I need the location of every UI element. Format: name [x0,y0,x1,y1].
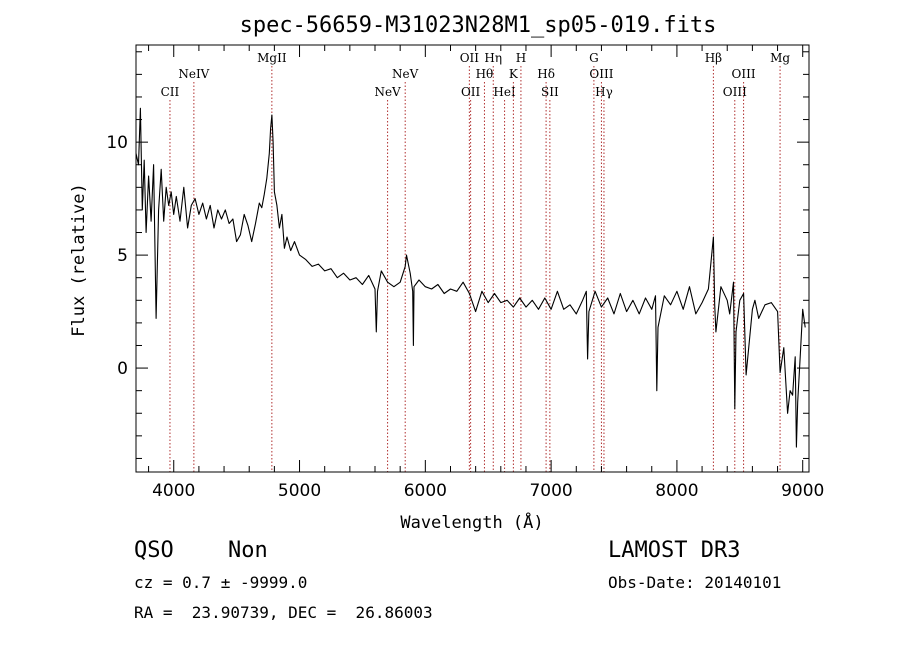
axis-ticks: 4000 5000 6000 7000 8000 9000 0 5 10 [106,45,824,501]
marker-label-19: OIII [732,67,756,81]
object-class: QSO [134,538,174,563]
y-axis-label: Flux (relative) [69,183,89,337]
marker-label-0: CII [161,85,180,99]
marker-label-17: Hβ [705,51,722,65]
x-tick-label-0: 4000 [152,481,195,501]
plot-frame [135,44,810,473]
x-tick-label-4: 8000 [655,481,698,501]
series-line-flux [135,107,806,448]
marker-label-18: OIII [723,85,747,99]
marker-label-2: MgII [257,51,287,65]
marker-label-16: Hγ [595,85,613,99]
chart-title: spec-56659-M31023N28M1_sp05-019.fits [240,13,717,38]
x-tick-label-2: 6000 [404,481,447,501]
marker-label-7: Hθ [476,67,494,81]
marker-label-6: OII [461,85,481,99]
marker-label-15: OIII [589,67,613,81]
marker-label-3: NeV [374,85,401,99]
line-markers: CII NeIV MgII NeV NeV OII OII Hθ Hη HeI KH Hδ SII G OI… [161,51,790,472]
y-tick-label-0: 0 [117,359,128,379]
obs-date: Obs-Date: 20140101 [608,573,782,592]
marker-label-8: Hη [484,51,502,65]
x-tick-label-5: 9000 [781,481,824,501]
object-subclass: Non [228,538,268,563]
marker-label-13: SII [541,85,559,99]
marker-label-10: K [509,67,519,81]
spectrum-series [135,107,806,448]
ra-dec: RA = 23.90739, DEC = 26.86003 [134,603,433,622]
marker-label-9: HeI [493,85,516,99]
y-tick-label-1: 5 [117,246,128,266]
survey-name: LAMOST DR3 [608,538,741,563]
marker-label-11: H [516,51,526,65]
x-tick-label-1: 5000 [278,481,321,501]
marker-label-14: G [589,51,599,65]
y-tick-label-2: 10 [106,133,128,153]
x-tick-label-3: 7000 [529,481,572,501]
x-axis-label: Wavelength (Å) [400,511,543,533]
marker-label-20: Mg [770,51,790,65]
marker-label-5: OII [460,51,480,65]
marker-label-4: NeV [392,67,419,81]
marker-label-12: Hδ [537,67,555,81]
redshift-cz: cz = 0.7 ± -9999.0 [134,573,308,592]
marker-label-1: NeIV [178,67,209,81]
